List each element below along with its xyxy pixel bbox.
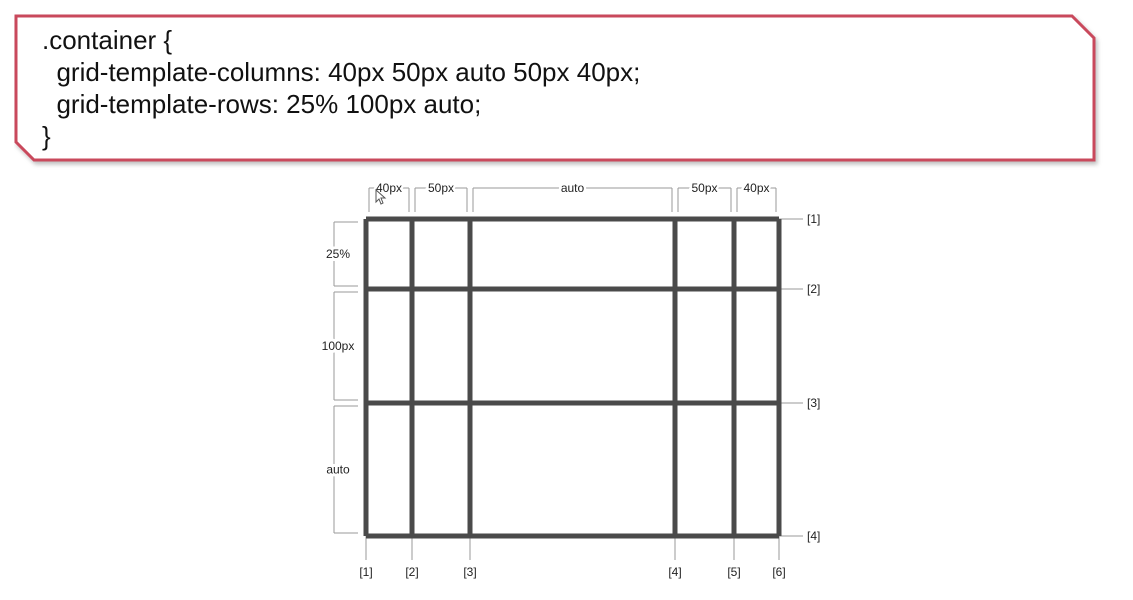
size-guides (333, 187, 803, 560)
column-line-number: [5] (727, 565, 740, 579)
row-line-number: [2] (807, 282, 820, 296)
row-size-label: 100px (322, 339, 355, 353)
grid-diagram: 40px 50px auto 50px 40px 25% 100px auto … (319, 179, 821, 580)
column-line-number: [2] (405, 565, 418, 579)
row-line-number: [4] (807, 529, 820, 543)
code-line-4: } (42, 121, 51, 151)
cursor-icon (375, 188, 387, 205)
column-line-number: [3] (463, 565, 476, 579)
column-size-label: 50px (428, 181, 454, 195)
row-line-number: [3] (807, 396, 820, 410)
css-code: .container { grid-template-columns: 40px… (42, 24, 640, 152)
column-size-label: 50px (691, 181, 717, 195)
column-size-label: auto (561, 181, 585, 195)
row-line-number: [1] (807, 212, 820, 226)
diagram-labels: 40px 50px auto 50px 40px 25% 100px auto … (319, 179, 821, 580)
column-size-label: 40px (743, 181, 769, 195)
row-size-label: auto (326, 463, 350, 477)
grid-lines (363, 216, 782, 539)
code-line-3: grid-template-rows: 25% 100px auto; (42, 89, 482, 119)
code-line-1: .container { (42, 25, 173, 55)
column-size-label: 40px (376, 181, 402, 195)
row-size-label: 25% (326, 247, 350, 261)
column-line-number: [6] (772, 565, 785, 579)
callout-frame (14, 14, 1096, 162)
code-callout: .container { grid-template-columns: 40px… (14, 14, 1096, 162)
code-line-2: grid-template-columns: 40px 50px auto 50… (42, 57, 641, 87)
column-line-number: [4] (668, 565, 681, 579)
column-line-number: [1] (359, 565, 372, 579)
